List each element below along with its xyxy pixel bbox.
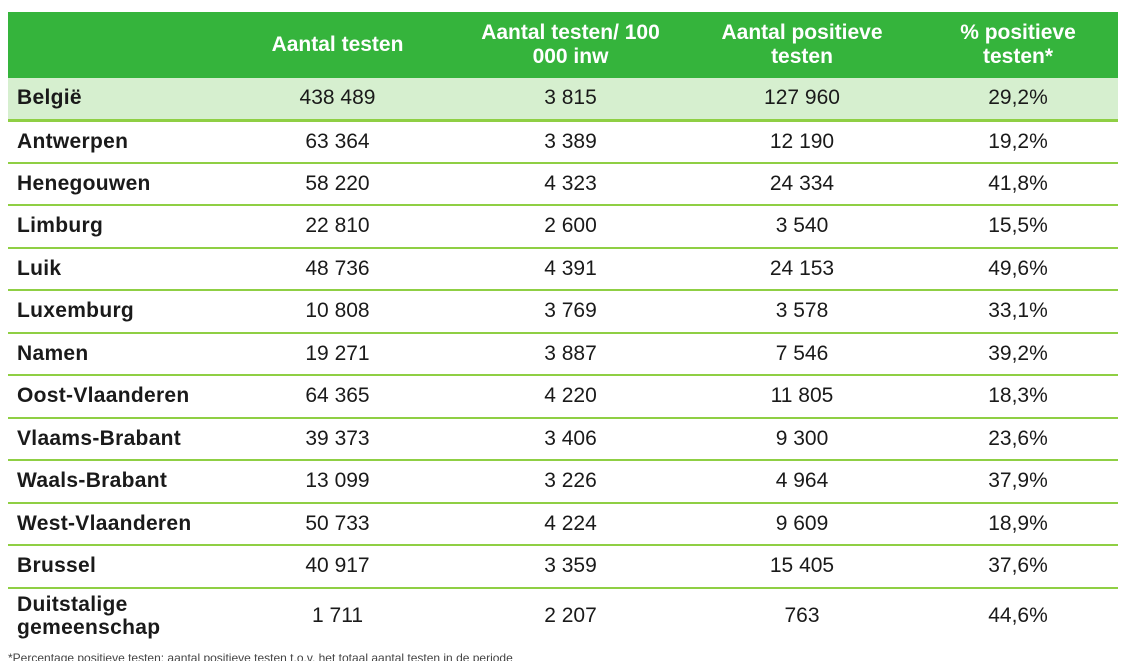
table-row-total: België 438 489 3 815 127 960 29,2% xyxy=(8,78,1118,122)
cell-tests-per-100k: 2 600 xyxy=(455,205,686,249)
cell-tests: 39 373 xyxy=(220,417,455,461)
cell-tests-per-100k: 4 220 xyxy=(455,375,686,419)
cell-tests: 438 489 xyxy=(220,78,455,122)
cell-tests: 63 364 xyxy=(220,120,455,164)
row-label: Oost-Vlaanderen xyxy=(8,375,220,419)
table-row: West-Vlaanderen 50 733 4 224 9 609 18,9% xyxy=(8,502,1118,546)
cell-positive-percent: 44,6% xyxy=(988,604,1048,627)
cell-tests: 22 810 xyxy=(220,205,455,249)
table-row: Luxemburg 10 808 3 769 3 578 33,1% xyxy=(8,290,1118,334)
cell-tests: 50 733 xyxy=(220,502,455,546)
table-row: Henegouwen 58 220 4 323 24 334 41,8% xyxy=(8,162,1118,206)
header-positive-tests: Aantal positieve testen xyxy=(721,21,883,68)
cell-tests-per-100k: 4 224 xyxy=(455,502,686,546)
cell-tests-per-100k: 3 406 xyxy=(455,417,686,461)
cell-positive-tests: 3 540 xyxy=(686,205,918,249)
cell-positive-percent: 18,3% xyxy=(918,375,1118,419)
table-row: Luik 48 736 4 391 24 153 49,6% xyxy=(8,247,1118,291)
row-label: Limburg xyxy=(8,205,220,249)
cell-positive-tests: 9 609 xyxy=(686,502,918,546)
cell-tests-per-100k: 3 359 xyxy=(455,545,686,589)
cell-tests: 64 365 xyxy=(220,375,455,419)
cell-positive-tests: 12 190 xyxy=(686,120,918,164)
row-label: Henegouwen xyxy=(8,162,220,206)
cell-positive-tests: 7 546 xyxy=(686,332,918,376)
cell-positive-percent: 33,1% xyxy=(918,290,1118,334)
cell-tests-per-100k: 3 887 xyxy=(455,332,686,376)
cell-positive-tests: 763 xyxy=(784,604,820,627)
cell-positive-tests: 127 960 xyxy=(686,78,918,122)
row-label: Brussel xyxy=(8,545,220,589)
row-label: Vlaams-Brabant xyxy=(8,417,220,461)
header-tests: Aantal testen xyxy=(271,33,404,56)
table-row: Brussel 40 917 3 359 15 405 37,6% xyxy=(8,545,1118,589)
table-row: Limburg 22 810 2 600 3 540 15,5% xyxy=(8,205,1118,249)
table-row: Vlaams-Brabant 39 373 3 406 9 300 23,6% xyxy=(8,417,1118,461)
cell-positive-tests: 24 153 xyxy=(686,247,918,291)
table-row: Waals-Brabant 13 099 3 226 4 964 37,9% xyxy=(8,460,1118,504)
cell-positive-percent: 15,5% xyxy=(918,205,1118,249)
cell-positive-percent: 49,6% xyxy=(918,247,1118,291)
cell-tests: 13 099 xyxy=(220,460,455,504)
cell-positive-percent: 39,2% xyxy=(918,332,1118,376)
cell-positive-percent: 29,2% xyxy=(918,78,1118,122)
table-header-row: Aantal testen Aantal testen/ 100 000 inw… xyxy=(8,12,1118,78)
cell-tests-per-100k: 4 391 xyxy=(455,247,686,291)
row-label: Luik xyxy=(8,247,220,291)
cell-tests: 19 271 xyxy=(220,332,455,376)
header-positive-percent: % positieve testen* xyxy=(960,21,1076,68)
row-label: Duitstalige gemeenschap xyxy=(17,593,161,639)
header-region xyxy=(8,12,220,78)
row-label: West-Vlaanderen xyxy=(8,502,220,546)
row-label: Namen xyxy=(8,332,220,376)
table-row: Namen 19 271 3 887 7 546 39,2% xyxy=(8,332,1118,376)
cell-tests: 1 711 xyxy=(312,604,363,627)
cell-tests: 48 736 xyxy=(220,247,455,291)
cell-tests: 10 808 xyxy=(220,290,455,334)
cell-tests-per-100k: 3 815 xyxy=(455,78,686,122)
cell-positive-percent: 19,2% xyxy=(918,120,1118,164)
cell-positive-tests: 4 964 xyxy=(686,460,918,504)
cell-positive-tests: 15 405 xyxy=(686,545,918,589)
cell-positive-tests: 9 300 xyxy=(686,417,918,461)
cell-positive-tests: 11 805 xyxy=(686,375,918,419)
table-row: Duitstalige gemeenschap 1 711 2 207 763 … xyxy=(8,588,1118,644)
cell-tests: 58 220 xyxy=(220,162,455,206)
cell-tests: 40 917 xyxy=(220,545,455,589)
testing-table: Aantal testen Aantal testen/ 100 000 inw… xyxy=(8,12,1118,644)
table-footnote: *Percentage positieve testen: aantal pos… xyxy=(8,652,513,661)
cell-positive-tests: 3 578 xyxy=(686,290,918,334)
row-label: België xyxy=(8,78,220,122)
cell-positive-percent: 41,8% xyxy=(918,162,1118,206)
cell-positive-percent: 37,6% xyxy=(918,545,1118,589)
cell-positive-percent: 23,6% xyxy=(918,417,1118,461)
cell-tests-per-100k: 3 226 xyxy=(455,460,686,504)
row-label: Luxemburg xyxy=(8,290,220,334)
header-tests-per-100k: Aantal testen/ 100 000 inw xyxy=(481,21,660,68)
row-label: Waals-Brabant xyxy=(8,460,220,504)
cell-tests-per-100k: 3 389 xyxy=(455,120,686,164)
cell-tests-per-100k: 4 323 xyxy=(455,162,686,206)
cell-tests-per-100k: 3 769 xyxy=(455,290,686,334)
cell-tests-per-100k: 2 207 xyxy=(544,604,597,627)
table-row: Oost-Vlaanderen 64 365 4 220 11 805 18,3… xyxy=(8,375,1118,419)
cell-positive-percent: 37,9% xyxy=(918,460,1118,504)
table-row: Antwerpen 63 364 3 389 12 190 19,2% xyxy=(8,120,1118,164)
cell-positive-tests: 24 334 xyxy=(686,162,918,206)
row-label: Antwerpen xyxy=(8,120,220,164)
cell-positive-percent: 18,9% xyxy=(918,502,1118,546)
